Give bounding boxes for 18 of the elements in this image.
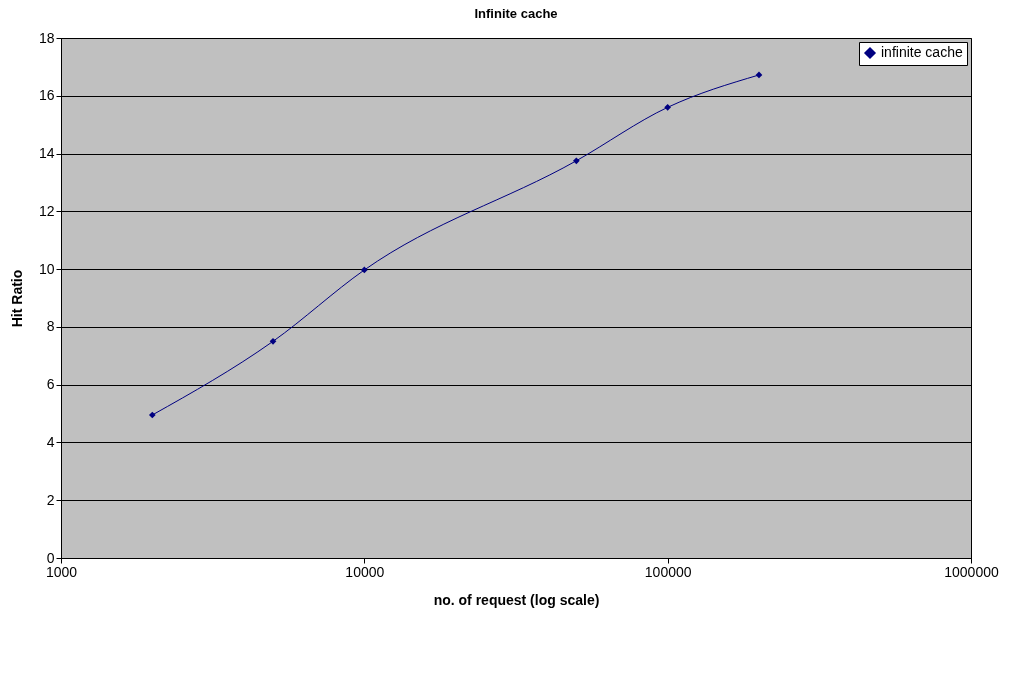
legend-label: infinite cache: [881, 44, 963, 60]
y-tick-label: 6: [46, 376, 55, 393]
x-tick-label: 1000: [45, 563, 78, 580]
x-tick-label: 100000: [644, 563, 692, 580]
x-axis-title: no. of request (log scale): [433, 591, 600, 608]
y-tick-label: 4: [46, 433, 55, 450]
x-tick-label: 10000: [345, 563, 385, 580]
y-tick-label: 2: [46, 491, 55, 508]
x-tick-label: 1000000: [944, 563, 999, 580]
y-tick-label: 10: [38, 260, 55, 277]
y-tick-label: 0: [46, 549, 55, 566]
y-tick-label: 14: [38, 145, 55, 162]
y-tick-label: 12: [38, 202, 55, 219]
y-tick-label: 18: [38, 29, 55, 46]
y-tick-label: 16: [38, 87, 55, 104]
y-tick-label: 8: [46, 318, 55, 335]
chart-title: Infinite cache: [474, 6, 558, 21]
y-axis-title: Hit Ratio: [8, 269, 25, 328]
